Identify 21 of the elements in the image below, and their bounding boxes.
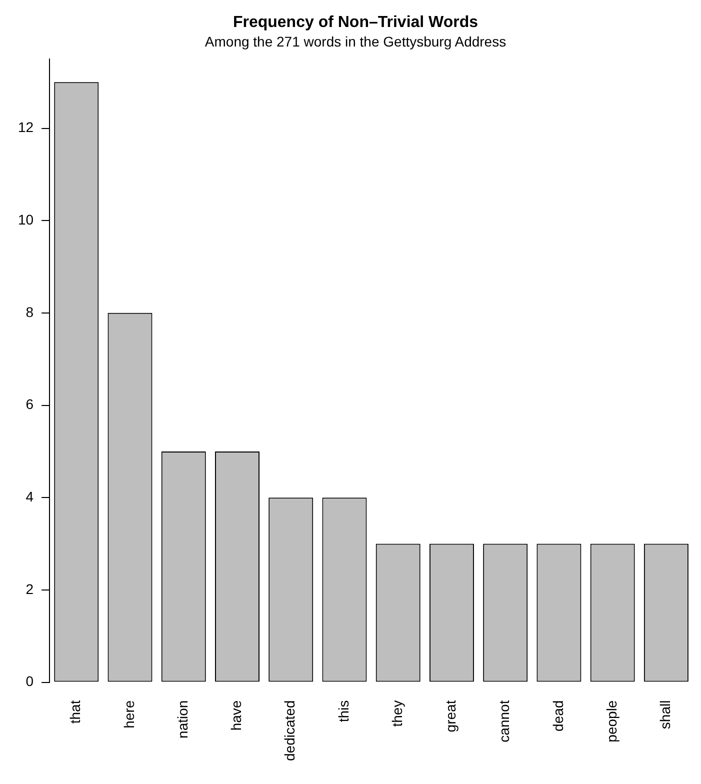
x-tick-label: they	[388, 700, 405, 727]
y-tick-label: 8	[26, 304, 34, 320]
x-tick-label: nation	[174, 700, 190, 738]
x-tick-label: people	[603, 700, 620, 742]
x-tick-label: great	[442, 700, 459, 732]
x-tick-label: that	[67, 700, 84, 724]
x-tick-label: dedicated	[282, 700, 298, 761]
x-tick-label: dead	[550, 700, 566, 732]
y-tick-label: 4	[26, 488, 34, 504]
x-tick-label: cannot	[496, 700, 512, 742]
x-tick-label: here	[120, 700, 137, 728]
chart-subtitle: Among the 271 words in the Gettysburg Address	[204, 33, 506, 50]
y-tick-label: 6	[26, 396, 34, 412]
y-tick-label: 10	[18, 211, 34, 228]
y-tick-label: 0	[26, 673, 34, 690]
x-tick-label: this	[335, 700, 352, 722]
x-tick-label: have	[228, 700, 244, 731]
y-tick-label: 2	[26, 580, 34, 597]
y-tick-label: 12	[18, 119, 34, 136]
x-tick-label: shall	[657, 700, 674, 730]
chart-title: Frequency of Non–Trivial Words	[232, 14, 478, 32]
